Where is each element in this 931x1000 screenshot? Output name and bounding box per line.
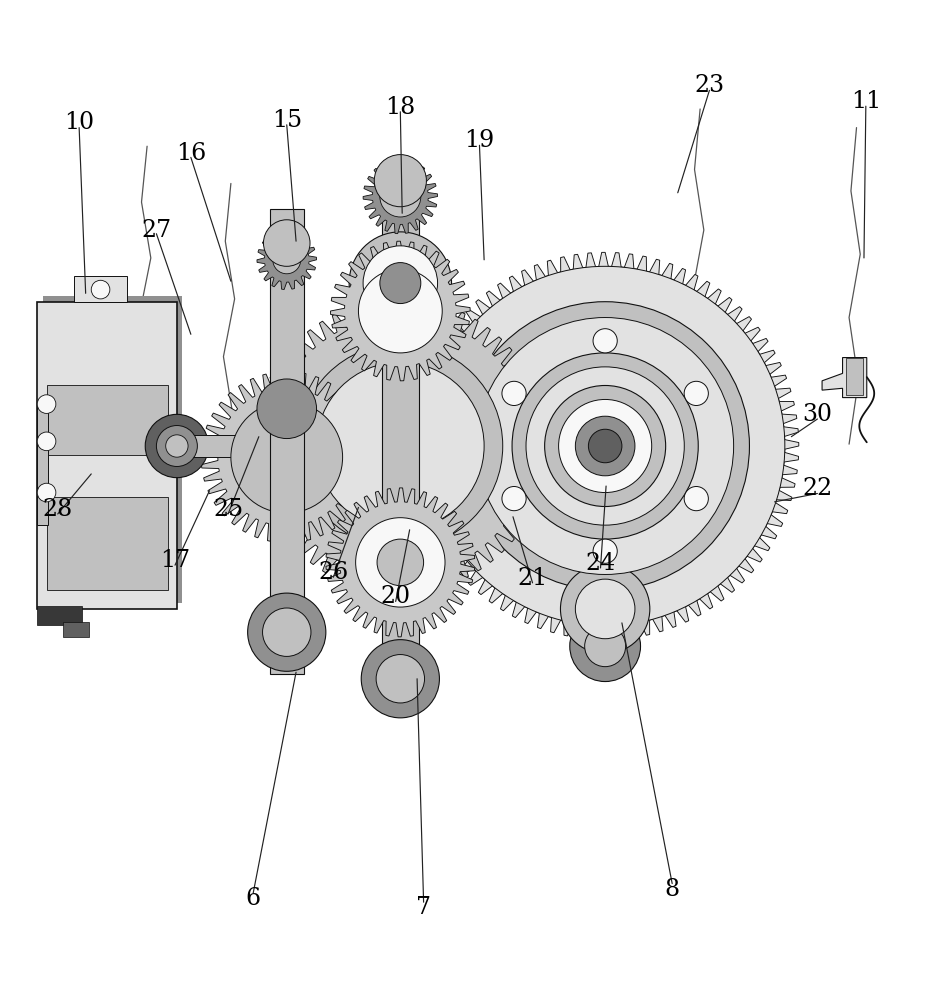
Circle shape xyxy=(231,401,343,513)
Circle shape xyxy=(519,364,645,491)
Text: 10: 10 xyxy=(64,111,94,134)
Polygon shape xyxy=(253,299,547,593)
Circle shape xyxy=(91,280,110,299)
Circle shape xyxy=(257,379,317,439)
Bar xyxy=(37,404,48,525)
Bar xyxy=(63,622,89,637)
Polygon shape xyxy=(822,358,867,398)
Circle shape xyxy=(559,399,652,493)
Circle shape xyxy=(588,429,622,463)
Circle shape xyxy=(356,518,445,607)
Circle shape xyxy=(512,353,698,539)
Text: 21: 21 xyxy=(518,567,547,590)
Circle shape xyxy=(298,344,503,548)
Circle shape xyxy=(560,564,650,654)
Circle shape xyxy=(156,426,197,466)
Circle shape xyxy=(37,432,56,451)
Text: 6: 6 xyxy=(246,887,261,910)
Circle shape xyxy=(502,487,526,511)
Circle shape xyxy=(374,155,426,207)
Text: 18: 18 xyxy=(385,96,415,119)
Circle shape xyxy=(585,626,626,667)
Bar xyxy=(74,276,127,302)
Circle shape xyxy=(425,266,785,626)
Polygon shape xyxy=(257,230,317,289)
Bar xyxy=(47,497,168,590)
Bar xyxy=(37,302,177,609)
Circle shape xyxy=(145,414,209,478)
Circle shape xyxy=(575,579,635,639)
Bar xyxy=(577,488,633,646)
Bar xyxy=(270,209,304,674)
Text: 11: 11 xyxy=(851,90,881,113)
Bar xyxy=(47,385,168,455)
Circle shape xyxy=(263,220,310,266)
Circle shape xyxy=(37,395,56,413)
Circle shape xyxy=(358,269,442,353)
Circle shape xyxy=(545,385,666,507)
Text: 23: 23 xyxy=(695,74,724,97)
Circle shape xyxy=(575,416,635,476)
Polygon shape xyxy=(201,372,372,543)
Circle shape xyxy=(593,329,617,353)
Circle shape xyxy=(376,655,425,703)
Circle shape xyxy=(248,593,326,671)
Bar xyxy=(177,435,279,457)
Circle shape xyxy=(684,381,708,406)
Text: 20: 20 xyxy=(381,585,411,608)
Text: 15: 15 xyxy=(272,109,302,132)
Text: 28: 28 xyxy=(43,498,73,521)
Text: 24: 24 xyxy=(586,552,615,575)
Text: 19: 19 xyxy=(465,129,494,152)
Circle shape xyxy=(570,611,641,682)
Polygon shape xyxy=(363,159,438,234)
Circle shape xyxy=(461,302,749,590)
Circle shape xyxy=(526,367,684,525)
Circle shape xyxy=(684,487,708,511)
Circle shape xyxy=(380,176,421,217)
Circle shape xyxy=(377,539,424,586)
Polygon shape xyxy=(331,241,470,381)
Polygon shape xyxy=(412,252,799,640)
Circle shape xyxy=(317,362,484,530)
Circle shape xyxy=(593,539,617,563)
Circle shape xyxy=(166,435,188,457)
Text: 16: 16 xyxy=(176,142,206,165)
Text: 27: 27 xyxy=(142,219,171,242)
Circle shape xyxy=(503,348,661,507)
Text: 22: 22 xyxy=(803,477,832,500)
Text: 8: 8 xyxy=(665,878,680,901)
Text: 26: 26 xyxy=(318,561,348,584)
Text: 7: 7 xyxy=(416,896,431,919)
Polygon shape xyxy=(326,488,475,637)
Text: 25: 25 xyxy=(213,498,243,521)
Bar xyxy=(382,181,419,702)
Text: 17: 17 xyxy=(160,549,190,572)
Circle shape xyxy=(361,640,439,718)
Circle shape xyxy=(263,608,311,656)
Circle shape xyxy=(380,263,421,304)
Circle shape xyxy=(273,246,301,274)
Circle shape xyxy=(502,381,526,406)
Circle shape xyxy=(477,318,734,574)
Bar xyxy=(43,296,182,603)
Text: 30: 30 xyxy=(803,403,832,426)
Circle shape xyxy=(349,232,452,334)
Bar xyxy=(37,606,82,625)
Circle shape xyxy=(363,246,438,320)
Circle shape xyxy=(37,483,56,502)
Bar xyxy=(846,358,863,395)
